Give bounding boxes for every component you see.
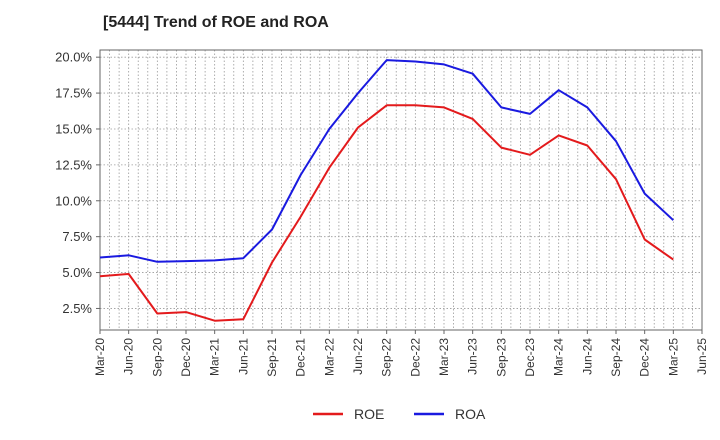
legend-label-roe: ROE — [354, 406, 384, 422]
chart-title: [5444] Trend of ROE and ROA — [103, 14, 329, 31]
legend-label-roa: ROA — [455, 406, 486, 422]
grid — [99, 50, 703, 330]
y-tick-label: 10.0% — [55, 193, 92, 208]
plot-area — [99, 49, 703, 331]
x-tick-label: Dec-20 — [179, 338, 193, 377]
x-tick-label: Jun-24 — [580, 338, 594, 375]
x-tick-label: Sep-24 — [609, 338, 623, 377]
x-tick-label: Sep-21 — [265, 338, 279, 377]
x-tick-label: Jun-21 — [236, 338, 250, 375]
x-tick-label: Sep-20 — [150, 338, 164, 377]
series-line-roa — [99, 59, 674, 263]
x-tick-label: Dec-21 — [294, 338, 308, 377]
x-tick-label: Sep-23 — [494, 338, 508, 377]
y-axis-ticks: 2.5% 5.0% 7.5% 10.0% 12.5% 15.0% 17.5% 20.0% — [55, 50, 100, 316]
x-tick-label: Mar-23 — [437, 338, 451, 376]
series-lines — [99, 59, 674, 322]
y-tick-label: 12.5% — [55, 157, 92, 172]
y-tick-label: 7.5% — [62, 229, 92, 244]
y-tick-label: 20.0% — [55, 50, 92, 65]
y-tick-label: 2.5% — [62, 301, 92, 316]
y-tick-label: 17.5% — [55, 86, 92, 101]
x-tick-label: Dec-24 — [638, 338, 652, 377]
x-tick-label: Dec-22 — [408, 338, 422, 377]
x-tick-label: Mar-25 — [666, 338, 680, 376]
x-tick-label: Jun-22 — [351, 338, 365, 375]
x-tick-label: Mar-22 — [322, 338, 336, 376]
y-tick-label: 15.0% — [55, 121, 92, 136]
x-tick-label: Dec-23 — [523, 338, 537, 377]
x-tick-label: Jun-23 — [466, 338, 480, 375]
x-tick-label: Mar-21 — [208, 338, 222, 376]
x-axis-ticks: Mar-20 Jun-20 Sep-20 Dec-20 Mar-21 Jun-21 Sep-… — [93, 330, 709, 377]
y-tick-label: 5.0% — [62, 265, 92, 280]
x-tick-label: Jun-25 — [695, 338, 709, 375]
legend: ROE ROA — [313, 406, 486, 422]
series-line-roe — [99, 104, 674, 322]
x-tick-label: Mar-24 — [552, 338, 566, 376]
x-tick-label: Sep-22 — [380, 338, 394, 377]
x-tick-label: Mar-20 — [93, 338, 107, 376]
x-tick-label: Jun-20 — [122, 338, 136, 375]
